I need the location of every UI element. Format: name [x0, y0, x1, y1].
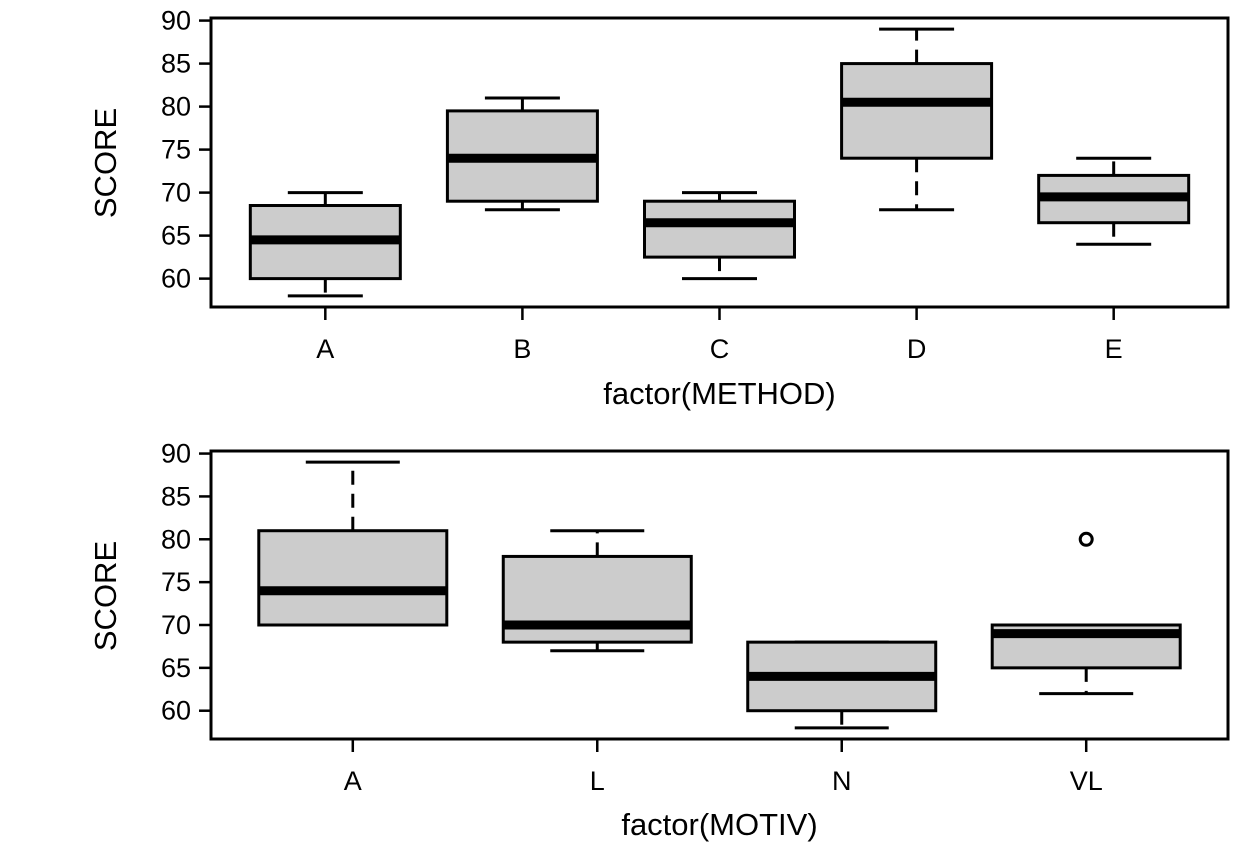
x-axis-title: factor(METHOD)	[603, 376, 836, 411]
box-E	[1037, 156, 1191, 246]
y-tick-label: 80	[161, 92, 191, 122]
iqr-box	[840, 62, 994, 160]
outlier-point	[1078, 531, 1094, 547]
y-tick-label: 70	[161, 178, 191, 208]
y-axis-title: SCORE	[88, 541, 123, 651]
y-axis-title: SCORE	[88, 108, 123, 218]
box-A	[248, 191, 402, 298]
x-tick-label: L	[590, 766, 605, 796]
iqr-box	[257, 529, 449, 627]
y-tick-label: 85	[161, 49, 191, 79]
x-tick-label: D	[907, 334, 927, 364]
x-tick-label: N	[832, 766, 852, 796]
y-tick-label: 75	[161, 567, 191, 597]
y-tick-label: 70	[161, 610, 191, 640]
y-tick-label: 80	[161, 524, 191, 554]
box-C	[643, 191, 796, 281]
x-tick-label: VL	[1070, 766, 1103, 796]
x-tick-label: B	[513, 334, 531, 364]
box-A	[257, 460, 449, 627]
plot-frame	[209, 449, 1230, 741]
y-tick-label: 85	[161, 481, 191, 511]
y-tick-label: 90	[161, 6, 191, 36]
y-tick-label: 60	[161, 264, 191, 294]
box-N	[746, 640, 938, 730]
y-tick-label: 60	[161, 696, 191, 726]
x-tick-label: A	[344, 766, 362, 796]
x-axis-title: factor(MOTIV)	[621, 807, 817, 842]
x-tick-label: C	[710, 334, 730, 364]
box-VL	[990, 531, 1182, 696]
x-tick-label: A	[316, 334, 334, 364]
y-tick-label: 75	[161, 135, 191, 165]
box-D	[840, 27, 994, 212]
box-B	[445, 96, 599, 212]
iqr-box	[643, 199, 796, 259]
motiv-boxplot-panel: 60 65 70 75 80 85 90 SCORE A L N VL factor(MOTIV)	[88, 439, 1230, 842]
y-tick-label: 90	[161, 439, 191, 469]
box-L	[501, 529, 693, 653]
y-tick-label: 65	[161, 221, 191, 251]
x-tick-label: E	[1105, 334, 1123, 364]
y-tick-label: 65	[161, 653, 191, 683]
